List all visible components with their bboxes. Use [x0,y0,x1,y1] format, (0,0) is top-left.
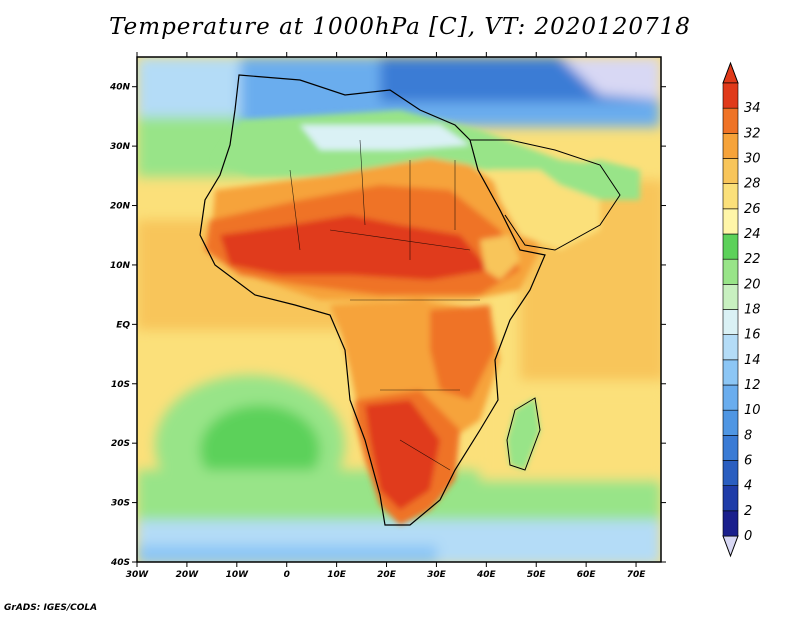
lon-label: 60E [577,570,597,580]
colorbar-swatch [722,485,739,512]
lon-label: 10E [327,570,347,580]
ethiopia-highlands [480,235,520,280]
colorbar-label: 8 [744,428,752,443]
arctic-area [560,57,661,100]
map-title: Temperature at 1000hPa [C], VT: 20201207… [109,14,691,40]
colorbar-swatch [722,107,739,134]
colorbar-label: 0 [744,529,752,544]
colorbar-label: 16 [744,328,761,343]
africa-coastline [199,74,546,526]
colorbar-swatch [722,258,739,285]
lat-label: 20N [110,202,131,212]
southern-ocean-cold [137,545,437,562]
lon-label: 70E [627,570,647,580]
colorbar-label: 34 [744,101,761,116]
north-atlantic-cold [137,57,247,117]
lon-label: 50E [527,570,547,580]
colorbar-swatch [722,460,739,486]
axis-ticks [132,52,666,567]
lon-label: 20W [176,570,200,580]
colorbar-swatch [722,133,739,159]
colorbar-label: 2 [744,504,752,519]
colorbar-label: 28 [744,177,761,192]
colorbar-swatch [722,435,739,461]
colorbar-label: 30 [744,152,761,167]
lon-label: 30E [427,570,447,580]
lon-label: 20E [377,570,397,580]
colorbar-label: 18 [744,303,761,318]
colorbar-label: 32 [744,126,761,141]
temperature-field [137,57,661,562]
lon-label: 40E [476,570,497,580]
colorbar-swatch [722,409,739,436]
east-africa-hot [430,305,495,400]
lon-label: 10W [226,570,250,580]
lat-label: 10S [111,380,130,390]
colorbar-swatch [722,233,739,260]
longitude-labels: 30W 20W 10W 0 10E 20E 30E 40E 50E 60E 70E [126,570,646,580]
colorbar-bottom-arrow [722,535,739,558]
colorbar-swatch [722,183,739,210]
colorbar-label: 6 [744,454,752,469]
colorbar-swatch [722,510,739,537]
colorbar-swatch [722,82,739,109]
lat-label: 30N [110,142,131,152]
arabia-mild [540,160,640,200]
colorbar-swatch [722,309,739,335]
colorbar-label: 12 [744,378,761,393]
colorbar-label: 22 [744,252,761,267]
lat-label: 20S [111,439,130,449]
lat-label: EQ [116,320,130,330]
plot-frame [136,56,662,563]
colorbar-label: 20 [744,277,761,292]
kalahari-hot [365,400,440,510]
colorbar-swatch [722,284,739,310]
colorbar-swatch [722,334,739,361]
colorbar-swatch [722,384,739,411]
colorbar-top-arrow [722,61,739,84]
lat-label: 40N [109,83,131,93]
colorbar-label: 26 [744,202,761,217]
colorbar-swatch [722,158,739,184]
lat-label: 30S [111,499,130,509]
arabia-coastline [470,139,621,251]
credit-text: GrADS: IGES/COLA [4,603,98,613]
sahara-north-cool [300,125,470,150]
indian-ocean-south [480,390,661,480]
arabia-warm [490,170,600,250]
sahel-very-hot [220,215,490,280]
colorbar-label: 10 [744,403,761,418]
colorbar-swatch [722,359,739,386]
land-field [205,110,640,525]
colorbar-label: 24 [744,227,761,242]
latitude-labels: 40N 30N 20N 10N EQ 10S 20S 30S 40S [109,83,131,568]
colorbar-label: 14 [744,353,761,368]
madagascar-coastline [506,397,541,471]
lat-label: 10N [110,261,131,271]
country-borders [289,139,480,471]
lat-label: 40S [110,558,130,568]
colorbar-swatch [722,208,739,235]
lon-label: 30W [126,570,150,580]
lon-label: 0 [284,570,290,580]
colorbar-label: 4 [744,479,752,494]
